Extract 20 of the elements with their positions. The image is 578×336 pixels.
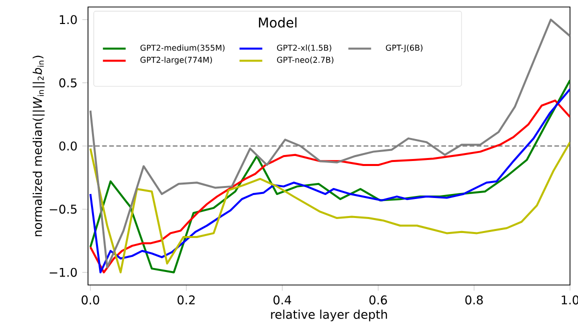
legend-label: GPT2-large(774M) [140,56,212,64]
line-series [89,141,570,274]
x-axis-title: relative layer depth [271,310,387,322]
y-tick-label: −0.5 [50,204,77,214]
y-axis-title: normalized median(||W$_{in}$||$_{2}$b$_{in}$) [32,56,45,236]
x-tick-label: 0.2 [178,295,195,304]
y-tick-label: 0.0 [59,141,77,151]
x-tick-label: 0.4 [273,295,292,304]
y-tick-label: −1.0 [50,268,77,277]
line-series [89,18,570,268]
y-tick-label: 1.0 [60,15,77,24]
x-tick-label: 0.0 [82,295,100,304]
legend-label: GPT-neo(2.7B) [277,56,334,64]
x-tick-label: 0.8 [465,295,483,304]
legend-label: GPT2-medium(355M) [140,44,225,52]
legend-label: GPT2-xl(1.5B) [277,44,332,52]
legend-label: GPT-J(6B) [386,44,422,52]
legend-title: Model [258,17,296,28]
y-tick-label: 0.5 [59,78,77,88]
x-tick-label: 0.6 [369,295,387,304]
